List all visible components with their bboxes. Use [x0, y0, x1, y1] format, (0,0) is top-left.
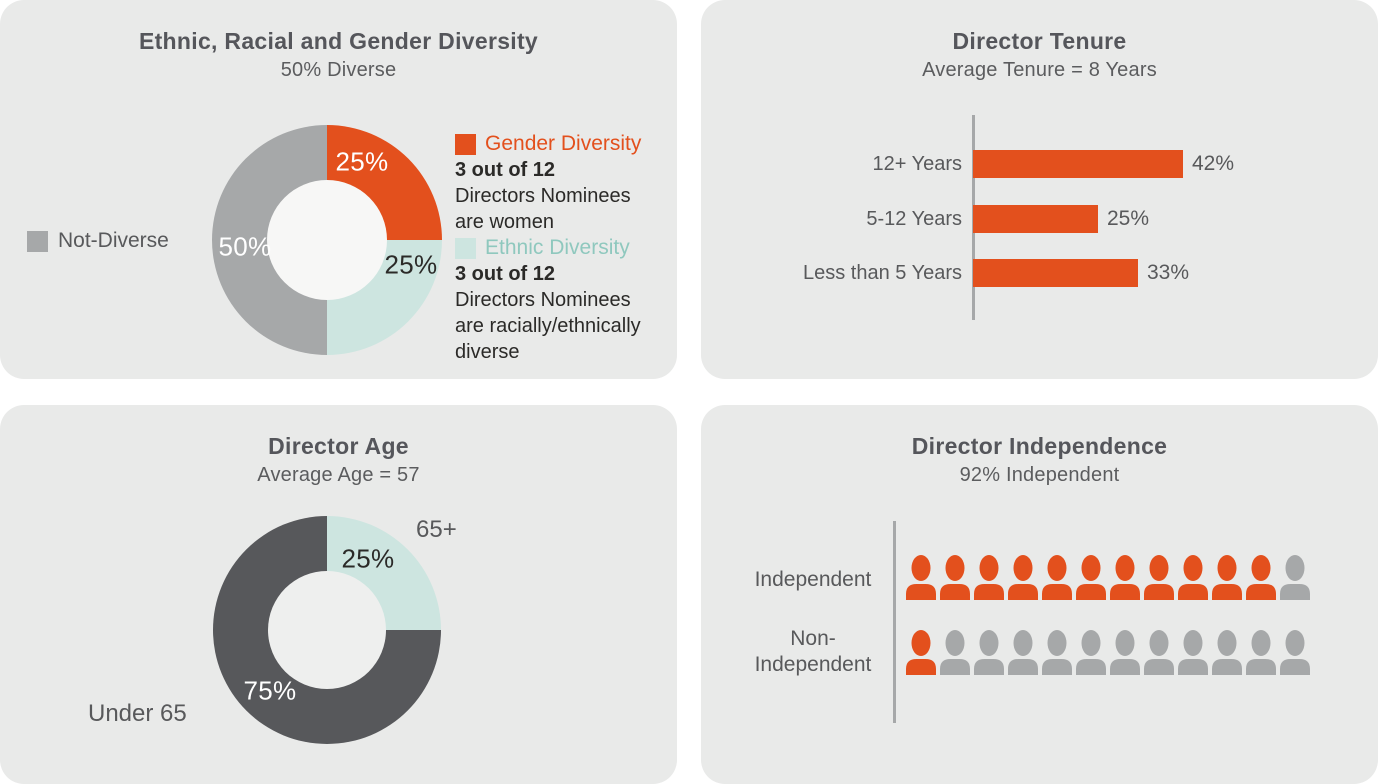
- person-icon: [1008, 630, 1038, 675]
- not-diverse-slice-value: 50%: [218, 231, 272, 262]
- ethnic-slice-value: 25%: [384, 249, 438, 280]
- person-icon: [1212, 555, 1242, 600]
- not-diverse-label: Not-Diverse: [58, 229, 169, 252]
- person-icon: [1144, 555, 1174, 600]
- independent-pictogram-row: [905, 555, 1311, 600]
- person-icon: [1178, 630, 1208, 675]
- tenure-row: Less than 5 Years 33%: [707, 259, 1189, 287]
- person-icon: [974, 555, 1004, 600]
- gender-slice-value: 25%: [335, 146, 389, 177]
- ethnic-stat: 3 out of 12: [455, 263, 556, 285]
- tenure-bar-value: 33%: [1147, 261, 1190, 284]
- tenure-bar: [973, 205, 1098, 233]
- independence-axis-line: [893, 521, 896, 723]
- age-donut-chart: 25% 75% 65+ Under 65: [88, 516, 457, 744]
- person-icon: [940, 630, 970, 675]
- person-icon: [1042, 630, 1072, 675]
- person-icon: [1246, 555, 1276, 600]
- person-icon: [1008, 555, 1038, 600]
- legend-not-diverse: Not-Diverse: [27, 229, 169, 253]
- younger-slice-label: Under 65: [88, 700, 187, 727]
- panel-diversity: Ethnic, Racial and Gender Diversity 50% …: [0, 0, 677, 379]
- tenure-category-label: Less than 5 Years: [802, 261, 962, 284]
- tenure-row: 5-12 Years 25%: [707, 205, 1149, 233]
- ethnic-swatch: [455, 238, 476, 259]
- gender-stat: 3 out of 12: [455, 159, 556, 181]
- tenure-bar: [973, 259, 1138, 287]
- ethnic-detail-line: Directors Nominees: [455, 289, 631, 311]
- panel-independence: Director Independence 92% Independent In…: [701, 405, 1378, 784]
- gender-swatch: [455, 134, 476, 155]
- person-icon: [1110, 630, 1140, 675]
- diversity-title: Ethnic, Racial and Gender Diversity: [138, 28, 539, 54]
- donut-hole: [268, 571, 386, 689]
- independence-title: Director Independence: [911, 433, 1168, 459]
- person-icon: [1212, 630, 1242, 675]
- independence-subtitle: 92% Independent: [959, 464, 1120, 486]
- person-icon: [1178, 555, 1208, 600]
- ethnic-legend-label: Ethnic Diversity: [485, 236, 630, 259]
- diversity-donut-chart: 25% 50% 25%: [212, 125, 442, 355]
- younger-slice-value: 75%: [243, 675, 297, 706]
- diversity-subtitle: 50% Diverse: [280, 59, 397, 81]
- not-diverse-swatch: [27, 230, 48, 252]
- person-icon: [1042, 555, 1072, 600]
- person-icon: [940, 555, 970, 600]
- tenure-bar-value: 25%: [1107, 207, 1150, 230]
- ethnic-detail-line: diverse: [455, 341, 520, 363]
- age-subtitle: Average Age = 57: [257, 464, 420, 486]
- person-icon: [1280, 555, 1310, 600]
- tenure-bar-value: 42%: [1192, 152, 1235, 175]
- tenure-row: 12+ Years 42%: [707, 150, 1234, 178]
- older-slice-label: 65+: [416, 516, 457, 543]
- person-icon: [1076, 555, 1106, 600]
- older-slice-value: 25%: [341, 543, 395, 574]
- person-icon: [1280, 630, 1310, 675]
- panel-age: Director Age Average Age = 57 25% 75% 65…: [0, 405, 677, 784]
- ethnic-detail-line: are racially/ethnically: [455, 315, 641, 337]
- person-icon: [1110, 555, 1140, 600]
- age-title: Director Age: [268, 433, 409, 459]
- tenure-title: Director Tenure: [952, 28, 1127, 54]
- independent-row-label: Independent: [754, 568, 872, 591]
- legend-item-gender: Gender Diversity 3 out of 12 Directors N…: [455, 131, 673, 235]
- tenure-bar: [973, 150, 1183, 178]
- non-independent-pictogram-row: [905, 630, 1311, 675]
- legend-item-ethnic: Ethnic Diversity 3 out of 12 Directors N…: [455, 235, 673, 365]
- non-independent-row-label: Non- Independent: [754, 627, 872, 676]
- tenure-category-label: 5-12 Years: [866, 207, 962, 230]
- gender-legend-label: Gender Diversity: [485, 132, 642, 155]
- panel-tenure: Director Tenure Average Tenure = 8 Years…: [701, 0, 1378, 379]
- person-icon: [1246, 630, 1276, 675]
- tenure-category-label: 12+ Years: [872, 152, 962, 175]
- gender-detail-line: Directors Nominees: [455, 185, 631, 207]
- tenure-subtitle: Average Tenure = 8 Years: [922, 59, 1157, 81]
- donut-hole: [267, 180, 387, 300]
- person-icon: [1144, 630, 1174, 675]
- gender-detail-line: are women: [455, 211, 554, 233]
- diversity-legend: Gender Diversity 3 out of 12 Directors N…: [455, 131, 673, 365]
- person-icon: [906, 630, 936, 675]
- person-icon: [974, 630, 1004, 675]
- person-icon: [1076, 630, 1106, 675]
- person-icon: [906, 555, 936, 600]
